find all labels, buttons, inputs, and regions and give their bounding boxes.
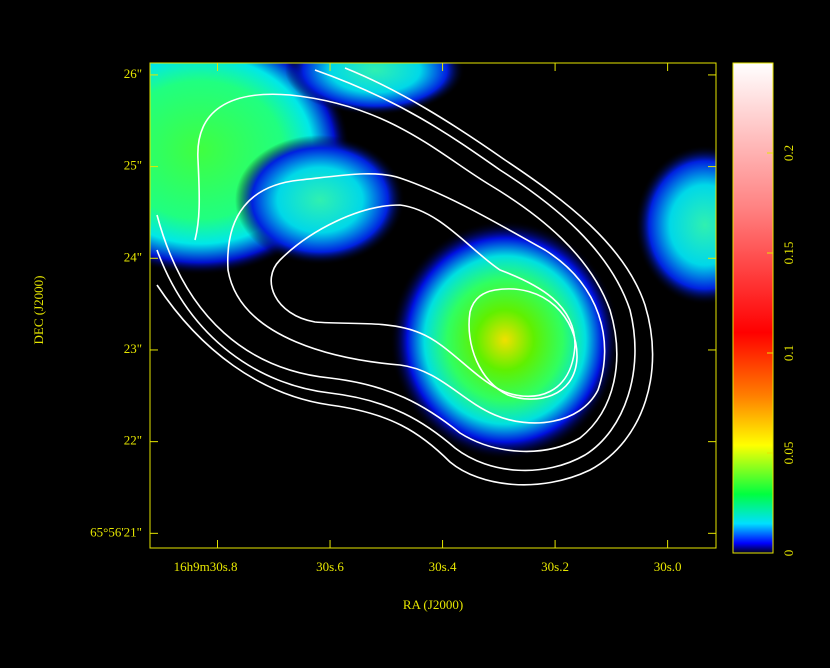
y-axis-label: DEC (J2000)	[31, 276, 46, 345]
x-tick-label: 30s.6	[316, 559, 344, 574]
y-tick-label: 24"	[124, 249, 142, 264]
colorbar	[732, 62, 774, 554]
y-tick-label: 22"	[124, 433, 142, 448]
image	[150, 63, 716, 548]
colorbar-tick-label: 0.15	[781, 242, 796, 265]
x-axis-label: RA (J2000)	[403, 597, 463, 612]
colorbar-tick-label: 0.2	[781, 145, 796, 161]
x-tick-label: 30s.2	[541, 559, 569, 574]
frame	[149, 62, 717, 549]
y-tick-label: 26"	[124, 66, 142, 81]
y-tick-label: 25"	[124, 158, 142, 173]
contours	[156, 67, 654, 486]
colorbar-tick-label: 0.05	[781, 442, 796, 465]
x-tick-label: 16h9m30s.8	[174, 559, 238, 574]
y-tick-label: 65°56'21"	[90, 524, 142, 539]
x-tick-label: 30s.4	[429, 559, 457, 574]
y-tick-label: 23"	[124, 341, 142, 356]
colorbar-tick-label: 0.1	[781, 345, 796, 361]
x-tick-label: 30s.0	[654, 559, 682, 574]
colorbar-tick-label: 0	[781, 550, 796, 557]
